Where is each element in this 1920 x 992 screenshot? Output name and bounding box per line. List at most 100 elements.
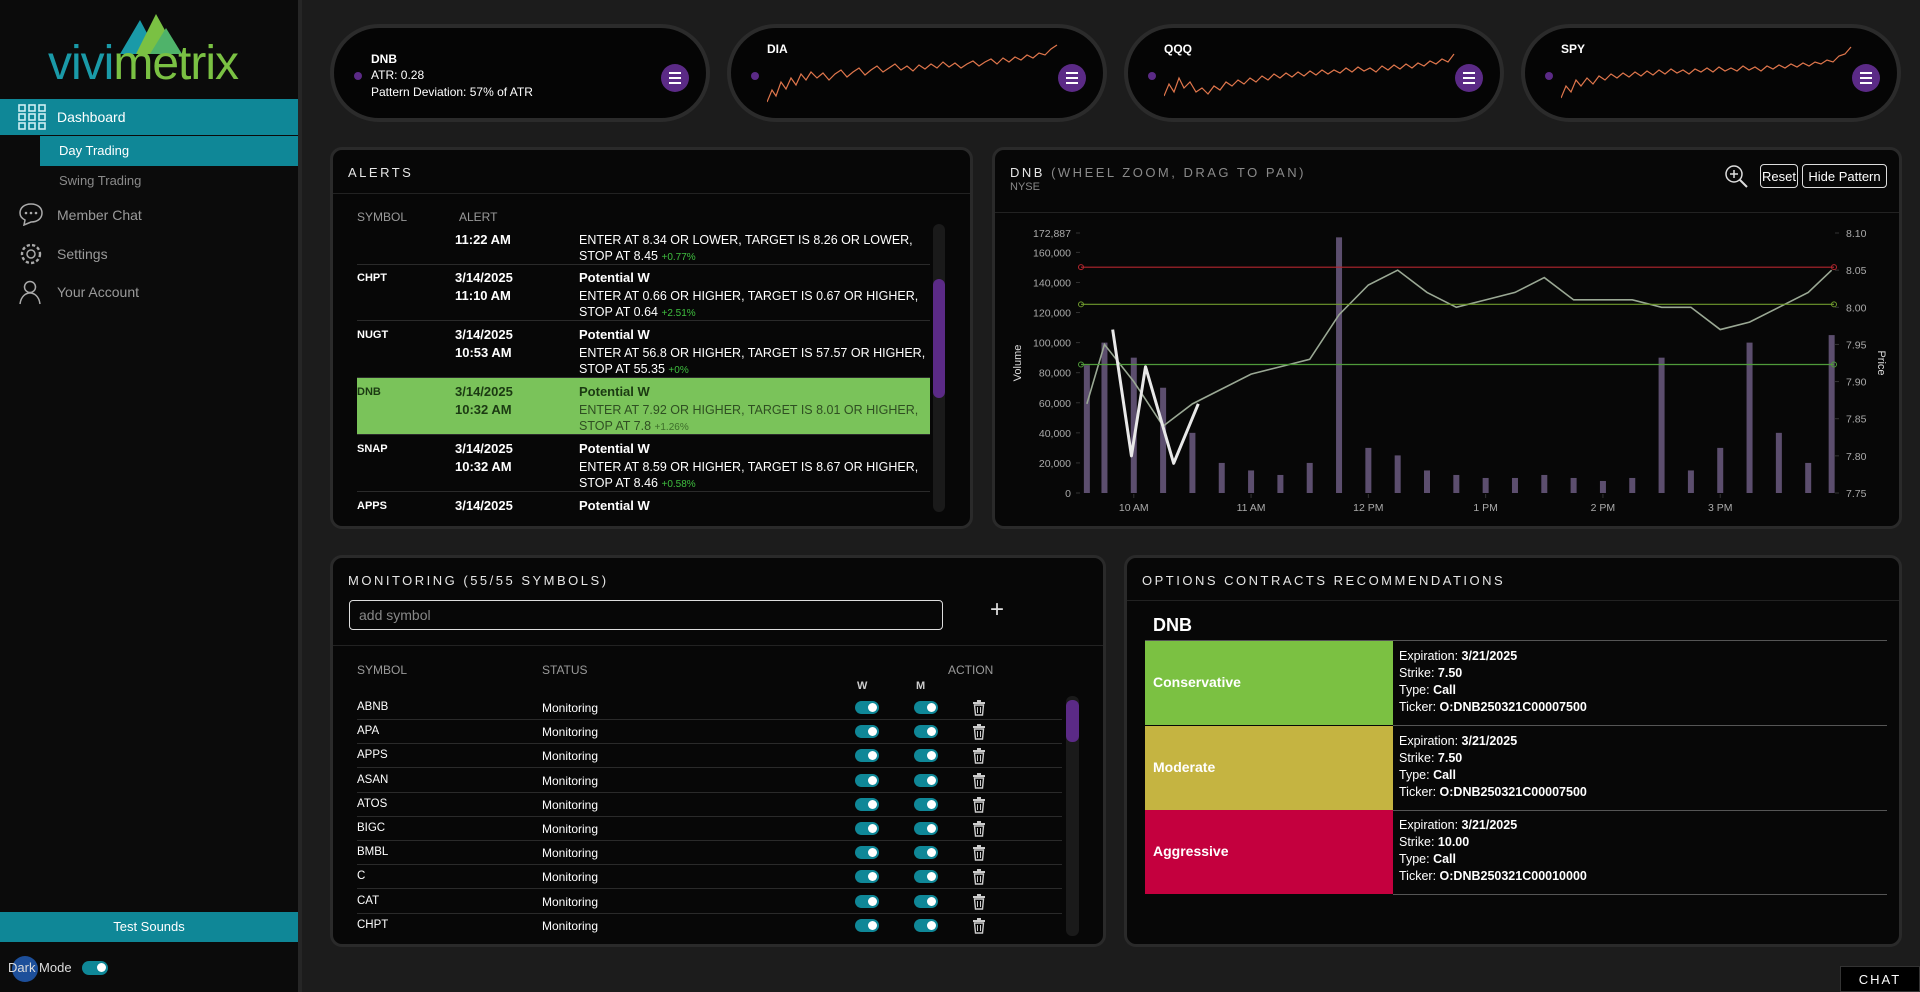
zoom-button[interactable] [1723, 163, 1749, 189]
monitor-symbol: CAT [357, 894, 380, 907]
delete-button[interactable] [972, 700, 986, 716]
toggle-w[interactable] [855, 870, 879, 884]
toggle-m[interactable] [914, 749, 938, 763]
monitor-row: BMBL Monitoring [357, 841, 1062, 866]
delete-button[interactable] [972, 772, 986, 789]
options-symbol: DNB [1153, 615, 1192, 635]
toggle-m[interactable] [914, 846, 938, 860]
toggle-w[interactable] [855, 846, 879, 860]
nav-label[interactable]: Day Trading [59, 143, 130, 158]
delete-button[interactable] [972, 821, 986, 837]
option-card[interactable]: Conservative [1145, 641, 1393, 725]
detail-value: 3/21/2025 [1461, 733, 1518, 748]
menu-button[interactable] [1455, 64, 1483, 92]
toggle-w[interactable] [855, 822, 879, 835]
delete-button[interactable] [972, 917, 986, 934]
y-tick-label: 140,000 [1033, 277, 1071, 289]
delete-button[interactable] [972, 869, 986, 886]
symbol-input[interactable]: add symbol [349, 600, 943, 630]
delete-button[interactable] [972, 845, 986, 861]
alert-row[interactable]: 11:22 AM ENTER AT 8.34 OR LOWER, TARGET I… [357, 224, 930, 265]
monitor-row: C Monitoring [357, 865, 1062, 890]
toggle-m[interactable] [914, 773, 938, 787]
menu-button[interactable] [1058, 64, 1086, 92]
nav-label[interactable]: Settings [57, 246, 108, 262]
toggle-m[interactable] [914, 701, 938, 714]
price-chart[interactable]: 0 20,000 40,000 60,000 80,000 100,000 120,000 1… [992, 147, 1902, 529]
toggle-w[interactable] [855, 749, 879, 763]
accessibility-badge[interactable] [12, 956, 38, 982]
option-detail: Strike: 7.50 [1399, 751, 1462, 765]
chat-button[interactable]: CHAT [1840, 966, 1920, 992]
detail-value: 7.50 [1437, 666, 1463, 680]
menu-button[interactable] [1852, 64, 1880, 92]
ticker-card[interactable]: SPY [1521, 24, 1901, 122]
scrollbar[interactable] [1066, 696, 1079, 936]
alert-row[interactable]: APPS 3/14/2025 Potential W [357, 492, 930, 512]
alert-symbol: CHPT [357, 272, 387, 284]
option-card[interactable]: Aggressive [1145, 810, 1393, 894]
ticker-symbol: DNB [371, 52, 397, 66]
alert-title: Potential W [579, 327, 650, 342]
toggle-w[interactable] [855, 725, 879, 739]
scroll-thumb[interactable] [933, 279, 945, 398]
delete-button[interactable] [972, 796, 986, 813]
toggle-m[interactable] [914, 894, 938, 908]
scroll-thumb[interactable] [1066, 700, 1079, 742]
nav-label[interactable]: Your Account [57, 284, 139, 300]
y2-tick-label: 7.85 [1846, 414, 1867, 426]
ticker-card[interactable]: DIA [727, 24, 1107, 122]
nav-label[interactable]: Member Chat [57, 207, 142, 223]
alert-row[interactable]: SNAP 3/14/2025 10:32 AM Potential W ENTER AT… [357, 435, 930, 492]
volume-bar [1101, 342, 1108, 493]
detail-value: Call [1433, 683, 1456, 697]
option-card[interactable]: Moderate [1145, 725, 1393, 810]
test-sounds-button[interactable]: Test Sounds [0, 912, 298, 942]
toggle-w[interactable] [855, 701, 879, 714]
toggle-m[interactable] [914, 822, 938, 835]
alert-row[interactable]: DNB 3/14/2025 10:32 AM Potential W ENTER AT … [357, 378, 930, 435]
volume-bar [1218, 462, 1225, 493]
monitor-symbol: BIGC [357, 822, 386, 834]
monitor-status: Monitoring [542, 725, 599, 740]
scrollbar[interactable] [933, 224, 945, 512]
y-tick-label: 0 [1065, 488, 1071, 500]
y2-tick-label: 7.95 [1846, 339, 1867, 351]
toggle-w[interactable] [855, 797, 879, 811]
monitor-row: APA Monitoring [357, 720, 1062, 745]
monitor-row: CAT Monitoring [357, 890, 1062, 914]
toggle-w[interactable] [855, 773, 879, 787]
toggle-m[interactable] [914, 725, 938, 739]
monitor-status: Monitoring [542, 773, 599, 788]
menu-button[interactable] [661, 64, 689, 92]
ticker-card[interactable]: QQQ [1124, 24, 1504, 122]
toggle-m[interactable] [914, 797, 938, 811]
nav-label[interactable]: Swing Trading [59, 173, 142, 188]
delete-button[interactable] [972, 893, 986, 910]
nav-item-active[interactable] [0, 99, 298, 135]
detail-field: Type: [1399, 767, 1430, 782]
hide-pattern-button[interactable]: Hide Pattern [1802, 164, 1887, 188]
nav-subitem-active[interactable] [40, 136, 298, 166]
delete-button[interactable] [972, 748, 986, 765]
ticker-card[interactable]: DNB ATR: 0.28 Pattern Deviation: 57% of … [330, 24, 710, 122]
dark-mode-toggle[interactable] [82, 961, 108, 975]
delete-button[interactable] [972, 724, 986, 740]
alert-symbol: APPS [357, 500, 387, 512]
volume-bar [1130, 357, 1137, 493]
ticker-deviation: Pattern Deviation: 57% of ATR [371, 85, 533, 99]
nav-label[interactable]: Dashboard [57, 109, 126, 125]
add-button[interactable]: + [990, 596, 1005, 623]
toggle-m[interactable] [914, 870, 938, 884]
y2-tick-label: 8.00 [1846, 302, 1867, 314]
reset-button[interactable]: Reset [1760, 164, 1798, 188]
status-dot [751, 72, 759, 80]
alert-title: Potential W [579, 384, 650, 399]
toggle-w[interactable] [855, 918, 879, 932]
settings-icon [20, 243, 42, 265]
toggle-w[interactable] [855, 894, 879, 908]
alert-row[interactable]: CHPT 3/14/2025 11:10 AM Potential W ENTER AT… [357, 264, 930, 321]
alert-row[interactable]: NUGT 3/14/2025 10:53 AM Potential W ENTER AT… [357, 321, 930, 378]
toggle-m[interactable] [914, 918, 938, 932]
